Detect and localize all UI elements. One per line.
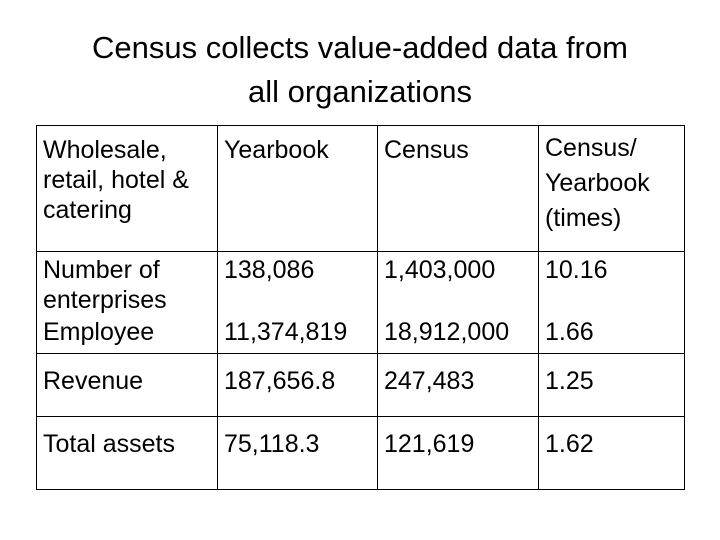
census-cell: 247,483 xyxy=(377,353,539,417)
ratio-cell: 1.66 xyxy=(538,315,685,354)
slide-title-line-1: Census collects value-added data from xyxy=(92,30,628,65)
row-label: Employee xyxy=(36,315,218,354)
yearbook-cell: 75,118.3 xyxy=(217,416,378,490)
ratio-cell: 1.62 xyxy=(538,416,685,490)
table-header-row: Wholesale, retail, hotel & catering Year… xyxy=(36,125,685,252)
row-label: Revenue xyxy=(36,353,218,417)
row-label: Total assets xyxy=(36,416,218,490)
header-yearbook: Yearbook xyxy=(217,125,378,252)
row-label: Number of enterprises xyxy=(36,251,218,315)
header-ratio: Census/ Yearbook (times) xyxy=(538,125,685,252)
header-category: Wholesale, retail, hotel & catering xyxy=(36,125,218,252)
ratio-cell: 1.25 xyxy=(538,353,685,417)
header-census: Census xyxy=(377,125,539,252)
census-cell: 1,403,000 xyxy=(377,251,539,315)
slide-title: Census collects value-added data from al… xyxy=(0,26,720,114)
slide-title-line-2: all organizations xyxy=(247,74,473,109)
yearbook-cell: 187,656.8 xyxy=(217,353,378,417)
table-row: Revenue 187,656.8 247,483 1.25 xyxy=(36,353,685,417)
yearbook-cell: 11,374,819 xyxy=(217,315,378,354)
census-cell: 121,619 xyxy=(377,416,539,490)
table-row: Total assets 75,118.3 121,619 1.62 xyxy=(36,416,685,490)
yearbook-cell: 138,086 xyxy=(217,251,378,315)
census-cell: 18,912,000 xyxy=(377,315,539,354)
ratio-cell: 10.16 xyxy=(538,251,685,315)
table-row: Number of enterprises 138,086 1,403,000 … xyxy=(36,251,685,315)
table-row: Employee 11,374,819 18,912,000 1.66 xyxy=(36,315,685,354)
comparison-table: Wholesale, retail, hotel & catering Year… xyxy=(36,125,685,490)
